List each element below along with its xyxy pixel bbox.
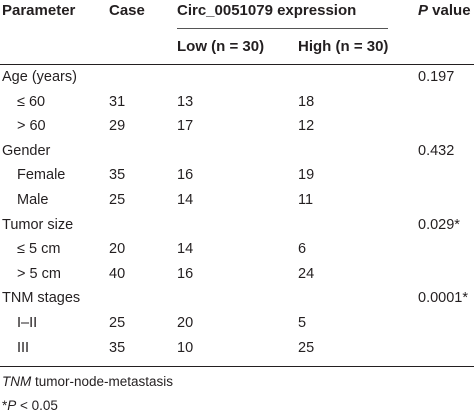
subgroup-label: ≤ 60 (17, 94, 46, 110)
subgroup-label: ≤ 5 cm (17, 241, 61, 257)
subgroup-label: > 60 (17, 118, 46, 134)
footnote-tnm-text: tumor-node-metastasis (31, 374, 174, 389)
footnote-star: * (2, 398, 8, 413)
cell-low: 10 (177, 340, 194, 356)
cell-low: 20 (177, 315, 194, 331)
cell-low: 13 (177, 94, 194, 110)
subgroup-label: > 5 cm (17, 266, 61, 282)
footnote-tnm-abbr: TNM (2, 374, 32, 389)
header-rule (0, 64, 474, 65)
subgroup-label: Male (17, 192, 49, 208)
cell-case: 35 (109, 340, 126, 356)
cell-low: 14 (177, 241, 194, 257)
cell-high: 12 (298, 118, 315, 134)
cell-low: 17 (177, 118, 194, 134)
cell-high: 24 (298, 266, 315, 282)
expression-underline (177, 28, 388, 29)
footnote-p: P (7, 398, 17, 413)
header-p-italic: P (418, 2, 429, 19)
cell-p-value: 0.197 (418, 69, 455, 85)
cell-case: 25 (109, 315, 126, 331)
footnote-tnm: TNM tumor-node-metastasis (2, 374, 173, 389)
cell-high: 19 (298, 167, 315, 183)
cell-case: 25 (109, 192, 126, 208)
cell-case: 29 (109, 118, 126, 134)
header-parameter: Parameter (2, 2, 76, 19)
footnote-significance: *P < 0.05 (2, 398, 58, 413)
header-p-rest: value (428, 2, 471, 19)
subgroup-label: I–II (17, 315, 38, 331)
cell-high: 6 (298, 241, 307, 257)
cell-p-value: 0.0001* (418, 290, 468, 306)
cell-low: 16 (177, 167, 194, 183)
cell-low: 16 (177, 266, 194, 282)
header-high: High (n = 30) (298, 38, 389, 55)
footnote-threshold: < 0.05 (16, 398, 58, 413)
cell-p-value: 0.029* (418, 217, 460, 233)
cell-p-value: 0.432 (418, 143, 455, 159)
header-low: Low (n = 30) (177, 38, 265, 55)
cell-case: 35 (109, 167, 126, 183)
subgroup-label: Female (17, 167, 66, 183)
group-label: Age (years) (2, 69, 77, 85)
cell-high: 25 (298, 340, 315, 356)
header-p-value: P value (418, 2, 471, 19)
cell-low: 14 (177, 192, 194, 208)
subgroup-label: III (17, 340, 30, 356)
cell-case: 20 (109, 241, 126, 257)
group-label: Tumor size (2, 217, 74, 233)
cell-high: 11 (298, 192, 314, 208)
cell-high: 5 (298, 315, 307, 331)
cell-high: 18 (298, 94, 315, 110)
cell-case: 31 (109, 94, 126, 110)
header-case: Case (109, 2, 145, 19)
cell-case: 40 (109, 266, 126, 282)
bottom-rule (0, 366, 474, 367)
group-label: Gender (2, 143, 51, 159)
group-label: TNM stages (2, 290, 81, 306)
header-expression: Circ_0051079 expression (177, 2, 357, 19)
